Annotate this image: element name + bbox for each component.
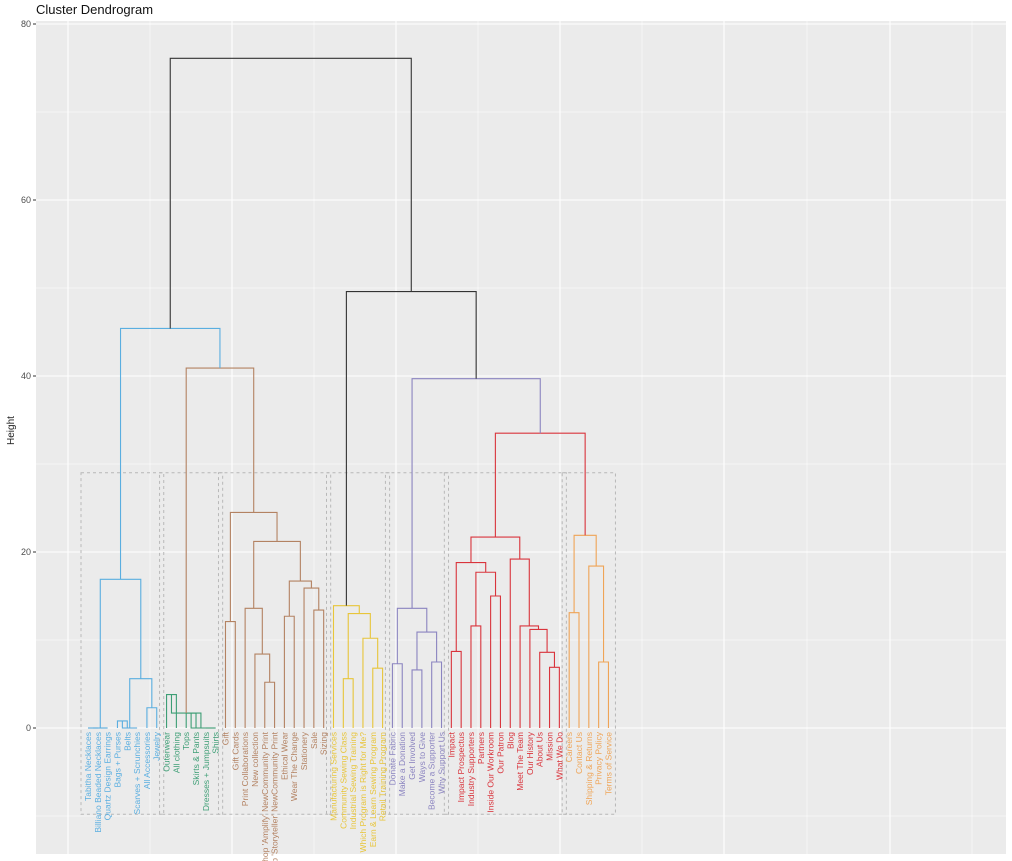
leaf-label: Partners — [476, 732, 486, 764]
gridlines — [36, 21, 1006, 854]
leaf-label: Tops — [181, 732, 191, 750]
leaf-label: Get Involved — [407, 732, 417, 780]
leaf-label: Gift Cards — [230, 732, 240, 770]
leaf-label: All Accessories — [142, 732, 152, 789]
leaf-label: Stationery — [299, 731, 309, 770]
leaf-label: Gift — [220, 731, 230, 745]
leaf-label: Blog — [505, 732, 515, 749]
leaf-label: Community Sewing Class — [338, 732, 348, 829]
leaf-label: Our History — [525, 731, 535, 775]
leaf-label: Shirts — [211, 732, 221, 754]
leaf-label: Make a Donation — [397, 732, 407, 797]
dendrogram-branches — [88, 57, 610, 729]
leaf-label: Meet The Team — [515, 732, 525, 791]
leaf-label: Shipping & Returns — [584, 732, 594, 805]
leaf-label: Wear The Change — [289, 732, 299, 801]
leaf-label: Dresses + Jumpsuits — [201, 732, 211, 811]
leaf-label: Industrial Sewing Training — [348, 732, 358, 830]
leaf-label: Industry Supporters — [466, 732, 476, 806]
leaf-label: Why Support Us — [437, 732, 447, 794]
leaf-label: Scarves + Scrunchies — [132, 732, 142, 814]
dendrogram-branch — [190, 713, 211, 729]
leaf-label: Donate Fabric — [387, 731, 397, 785]
leaf-label: Terms of Service — [603, 732, 613, 796]
leaf-label: Our Patron — [495, 732, 505, 774]
leaf-label: Retail Training Program — [378, 732, 388, 821]
cluster-rectangle — [217, 472, 332, 815]
leaf-label: Earn & Learn Sewing Program — [368, 732, 378, 847]
leaf-label: Tabitha Necklaces — [83, 732, 93, 801]
cluster-rectangle — [80, 472, 165, 815]
chart-title: Cluster Dendrogram — [36, 2, 154, 17]
cluster-rectangle — [443, 472, 567, 815]
dendrogram-branch — [121, 720, 138, 729]
leaf-label: Jewelry — [152, 731, 162, 761]
cluster-rectangle — [561, 472, 616, 815]
leaf-label: Mission — [545, 732, 555, 761]
leaf-label: All clothing — [171, 732, 181, 773]
leaf-label: Billiano Beaded Necklaces — [93, 732, 103, 833]
leaf-label: What We Do — [554, 732, 564, 780]
leaf-label: Sale — [309, 732, 319, 749]
leaf-label: Become a Supporter — [427, 732, 437, 810]
leaf-labels: Tabitha Necklaces Billiano Beaded Necklac… — [83, 731, 613, 861]
leaf-label: Outerwear — [162, 732, 172, 772]
leaf-label: Impact Prospectus — [456, 732, 466, 802]
leaf-label: About Us — [535, 732, 545, 767]
leaf-label: Privacy Policy — [594, 731, 604, 785]
leaf-label: Ethical Wear — [279, 732, 289, 780]
y-tick-label: 40 — [21, 371, 31, 381]
leaf-label: New collection — [250, 732, 260, 787]
cluster-rectangle — [384, 472, 450, 815]
plot-background — [36, 21, 1006, 854]
leaf-label: Bags + Purses — [112, 732, 122, 788]
leaf-label: Belts — [122, 732, 132, 751]
leaf-label: Which Program is Right for Me? — [358, 732, 368, 853]
leaf-label: Print Collaborations — [240, 732, 250, 806]
y-tick-label: 80 — [21, 19, 31, 29]
leaf-label: Impact — [446, 731, 456, 757]
leaf-label: Shop 'Amplify' NewCommunity Print — [260, 731, 270, 861]
leaf-label: Skirts & Pants — [191, 732, 201, 785]
cluster-rectangles — [80, 472, 616, 815]
y-tick-label: 0 — [26, 723, 31, 733]
leaf-label: Manufacturing Services — [329, 732, 339, 821]
leaf-label: Quartz Design Earrings — [103, 732, 113, 820]
y-axis: 0 20 40 60 80 — [21, 19, 36, 733]
leaf-label: Ways to Give — [417, 732, 427, 782]
y-tick-label: 60 — [21, 195, 31, 205]
leaf-label: Careers — [564, 732, 574, 762]
leaf-label: Contact Us — [574, 732, 584, 774]
leaf-label: Sizing — [319, 732, 329, 755]
leaf-label: Inside Our Workroom — [486, 732, 496, 813]
y-tick-label: 20 — [21, 547, 31, 557]
cluster-rectangle — [159, 472, 224, 815]
leaf-label: Shop 'Storyteller' NewCommunity Print — [270, 731, 280, 861]
dendrogram-branch — [169, 57, 412, 329]
cluster-rectangle — [326, 472, 391, 815]
